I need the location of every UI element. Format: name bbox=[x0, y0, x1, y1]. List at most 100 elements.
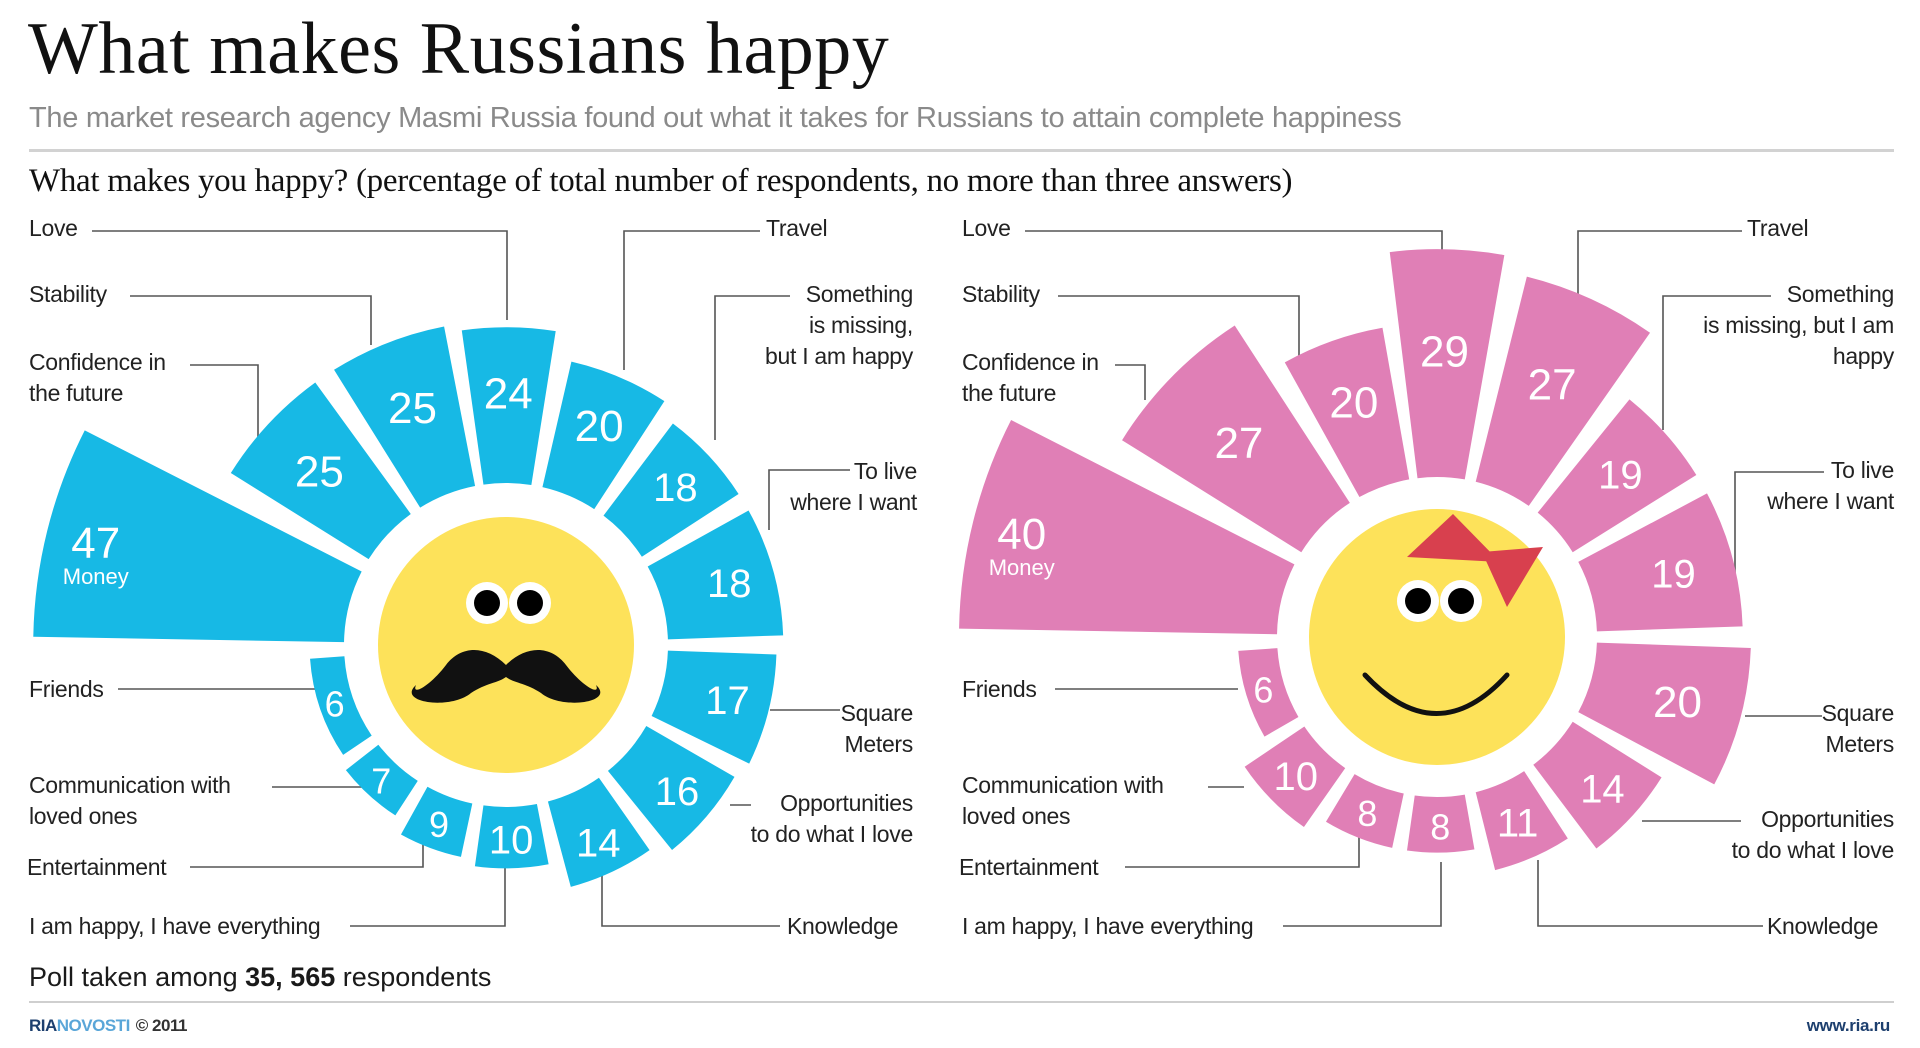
value-label-square: 17 bbox=[705, 679, 750, 723]
page-title: What makes Russians happy bbox=[28, 8, 890, 90]
segment-something bbox=[603, 423, 739, 557]
left-pupil bbox=[474, 590, 500, 616]
value-label-confidence: 25 bbox=[295, 447, 344, 496]
value-label-knowledge: 14 bbox=[576, 822, 621, 866]
leader-line-something bbox=[714, 295, 790, 440]
label-line: the future bbox=[29, 380, 124, 406]
label-line: Confidence in bbox=[29, 349, 166, 375]
segment-love bbox=[1389, 249, 1505, 480]
leader-line-confidence bbox=[190, 364, 259, 440]
label-line: Meters bbox=[844, 731, 914, 757]
segment-live bbox=[1578, 493, 1743, 632]
segment-friends bbox=[1238, 648, 1299, 737]
value-label-something: 18 bbox=[653, 466, 698, 510]
label-happy: I am happy, I have everything bbox=[29, 913, 321, 939]
source-url-link[interactable]: www.ria.ru bbox=[1806, 1016, 1891, 1035]
segment-entertainment bbox=[400, 786, 473, 857]
label-line: Meters bbox=[1825, 731, 1895, 757]
segment-communication bbox=[345, 744, 418, 816]
label-entertainment: Entertainment bbox=[27, 854, 167, 880]
leader-line-happy bbox=[1283, 862, 1442, 927]
poll-suffix: respondents bbox=[335, 962, 492, 992]
copyright: © 2011 bbox=[135, 1016, 188, 1035]
chart-question: What makes you happy? (percentage of tot… bbox=[29, 163, 1293, 199]
bow-right-wing bbox=[1482, 547, 1543, 607]
label-stability: Stability bbox=[29, 281, 107, 307]
leader-line-love bbox=[1025, 230, 1443, 255]
label-friends: Friends bbox=[962, 676, 1037, 702]
segment-confidence bbox=[230, 382, 411, 560]
leader-line-live bbox=[1734, 471, 1824, 575]
mustache-icon bbox=[411, 650, 601, 703]
value-label-love: 24 bbox=[484, 370, 533, 419]
segment-something bbox=[1537, 399, 1697, 553]
label-something: Something is missing, but I am happy bbox=[765, 279, 913, 372]
label-stability: Stability bbox=[962, 281, 1040, 307]
segment-happy bbox=[1406, 794, 1475, 853]
label-line: loved ones bbox=[29, 803, 138, 829]
value-label-live: 18 bbox=[707, 562, 752, 606]
segment-communication bbox=[1244, 726, 1346, 828]
poll-count: 35, 565 bbox=[245, 962, 336, 992]
bow-left-wing bbox=[1407, 514, 1500, 562]
label-line: happy bbox=[1832, 343, 1894, 369]
label-communication: Communication with loved ones bbox=[29, 770, 231, 832]
leader-lines bbox=[1025, 230, 1824, 927]
face-circle bbox=[378, 517, 634, 773]
page-subtitle: The market research agency Masmi Russia … bbox=[29, 102, 1402, 134]
segment-knowledge bbox=[1475, 771, 1568, 871]
label-square: Square Meters bbox=[1821, 698, 1895, 760]
segment-stability bbox=[334, 326, 476, 508]
segment-square bbox=[1578, 642, 1751, 785]
segment-stability bbox=[1284, 327, 1410, 498]
header-divider bbox=[29, 149, 1894, 152]
smile-mouth bbox=[1362, 672, 1510, 716]
leader-line-love bbox=[92, 230, 508, 320]
segment-live bbox=[647, 510, 784, 640]
label-happy: I am happy, I have everything bbox=[962, 913, 1254, 939]
leader-line-travel bbox=[1577, 230, 1742, 300]
label-line: loved ones bbox=[962, 803, 1071, 829]
value-label-love: 29 bbox=[1420, 328, 1469, 377]
logo-novosti: NOVOSTI bbox=[56, 1016, 131, 1035]
segment-travel bbox=[1475, 276, 1651, 506]
label-line: is missing, but I am bbox=[1703, 312, 1894, 338]
leader-line-live bbox=[768, 469, 850, 530]
leader-line-travel bbox=[623, 230, 760, 370]
label-confidence: Confidence in the future bbox=[29, 347, 166, 409]
segment-opportunities bbox=[607, 726, 735, 851]
label-square: Square Meters bbox=[841, 698, 914, 760]
label-line: Something bbox=[805, 281, 914, 307]
inline-label-money: Money bbox=[63, 564, 129, 589]
value-label-friends: 6 bbox=[325, 684, 345, 725]
poll-prefix: Poll taken among bbox=[29, 962, 246, 992]
value-label-money: 40 bbox=[997, 510, 1046, 559]
label-communication: Communication with loved ones bbox=[962, 770, 1164, 832]
value-label-happy: 8 bbox=[1430, 806, 1450, 847]
label-knowledge: Knowledge bbox=[787, 913, 899, 939]
label-line: Opportunities bbox=[780, 790, 913, 816]
segment-square bbox=[651, 650, 777, 764]
label-line: Communication with bbox=[962, 772, 1164, 798]
inline-label-money: Money bbox=[989, 555, 1055, 580]
right-pupil bbox=[517, 590, 543, 616]
label-line: Square bbox=[1821, 700, 1895, 726]
label-opportunities: Opportunities to do what I love bbox=[751, 788, 914, 850]
value-label-opportunities: 14 bbox=[1580, 768, 1625, 812]
value-label-confidence: 27 bbox=[1214, 419, 1263, 468]
label-line: where I want bbox=[1767, 488, 1894, 514]
smiley-face bbox=[1309, 509, 1565, 765]
value-label-happy: 10 bbox=[489, 819, 534, 863]
label-confidence: Confidence in the future bbox=[962, 347, 1099, 409]
leader-line-entertainment bbox=[1125, 835, 1360, 868]
ria-novosti-logo[interactable]: RIANOVOSTI © 2011 bbox=[29, 1016, 187, 1036]
leader-line-stability bbox=[1058, 295, 1300, 370]
label-line: Communication with bbox=[29, 772, 231, 798]
label-line: To live bbox=[853, 458, 917, 484]
value-label-knowledge: 11 bbox=[1497, 801, 1539, 845]
value-label-travel: 20 bbox=[575, 402, 624, 451]
value-label-stability: 25 bbox=[388, 384, 437, 433]
